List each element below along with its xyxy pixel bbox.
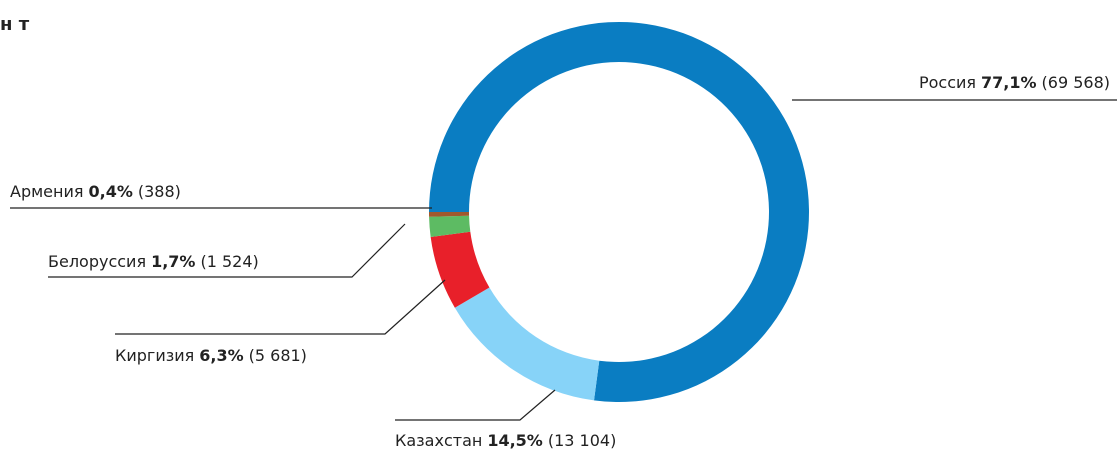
- label-count: (388): [138, 182, 181, 201]
- label-name: Белоруссия: [48, 252, 146, 271]
- label-count: (13 104): [548, 431, 616, 450]
- donut-segment: [430, 231, 490, 308]
- label-count: (1 524): [200, 252, 258, 271]
- label-count: (69 568): [1042, 73, 1110, 92]
- data-label: Армения 0,4% (388): [10, 182, 181, 201]
- label-percent: 0,4%: [89, 182, 133, 201]
- data-label: Россия 77,1% (69 568): [919, 73, 1110, 92]
- donut-segment: [429, 212, 470, 217]
- label-percent: 1,7%: [151, 252, 195, 271]
- leader-line: [395, 389, 556, 421]
- data-label: Казахстан 14,5% (13 104): [395, 431, 616, 450]
- label-percent: 6,3%: [199, 346, 243, 365]
- donut-segment: [429, 215, 471, 237]
- leader-line: [48, 223, 406, 278]
- donut-segment: [454, 287, 600, 401]
- label-name: Киргизия: [115, 346, 194, 365]
- label-name: Казахстан: [395, 431, 482, 450]
- label-percent: 77,1%: [981, 73, 1037, 92]
- label-count: (5 681): [249, 346, 307, 365]
- data-label: Киргизия 6,3% (5 681): [115, 346, 307, 365]
- leader-line: [115, 279, 446, 335]
- label-percent: 14,5%: [487, 431, 543, 450]
- chart-title: н т: [0, 14, 30, 35]
- label-name: Армения: [10, 182, 84, 201]
- data-label: Белоруссия 1,7% (1 524): [48, 252, 259, 271]
- label-name: Россия: [919, 73, 976, 92]
